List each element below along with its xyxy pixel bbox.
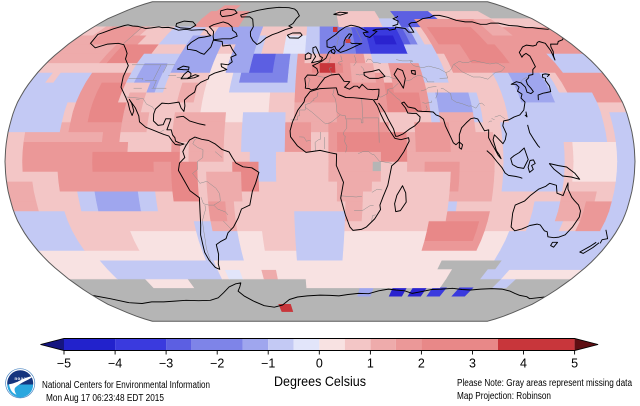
svg-text:−1: −1 bbox=[261, 357, 275, 371]
svg-text:Mon Aug 17 06:23:48 EDT 2015: Mon Aug 17 06:23:48 EDT 2015 bbox=[46, 393, 164, 404]
svg-text:3: 3 bbox=[469, 357, 476, 371]
svg-text:−3: −3 bbox=[159, 357, 173, 371]
svg-text:2: 2 bbox=[418, 357, 425, 371]
svg-text:Map Projection: Robinson: Map Projection: Robinson bbox=[457, 391, 551, 402]
svg-text:1: 1 bbox=[367, 357, 374, 371]
svg-text:National Centers for Environme: National Centers for Environmental Infor… bbox=[42, 380, 210, 391]
svg-text:Degrees Celsius: Degrees Celsius bbox=[274, 373, 366, 389]
svg-text:−5: −5 bbox=[57, 357, 71, 371]
svg-text:−2: −2 bbox=[210, 357, 224, 371]
svg-text:Please Note: Gray areas repres: Please Note: Gray areas represent missin… bbox=[457, 378, 632, 389]
svg-text:5: 5 bbox=[571, 357, 578, 371]
svg-text:0: 0 bbox=[316, 357, 323, 371]
svg-text:−4: −4 bbox=[108, 357, 122, 371]
svg-text:4: 4 bbox=[520, 357, 527, 371]
svg-text:noaa: noaa bbox=[14, 376, 26, 381]
